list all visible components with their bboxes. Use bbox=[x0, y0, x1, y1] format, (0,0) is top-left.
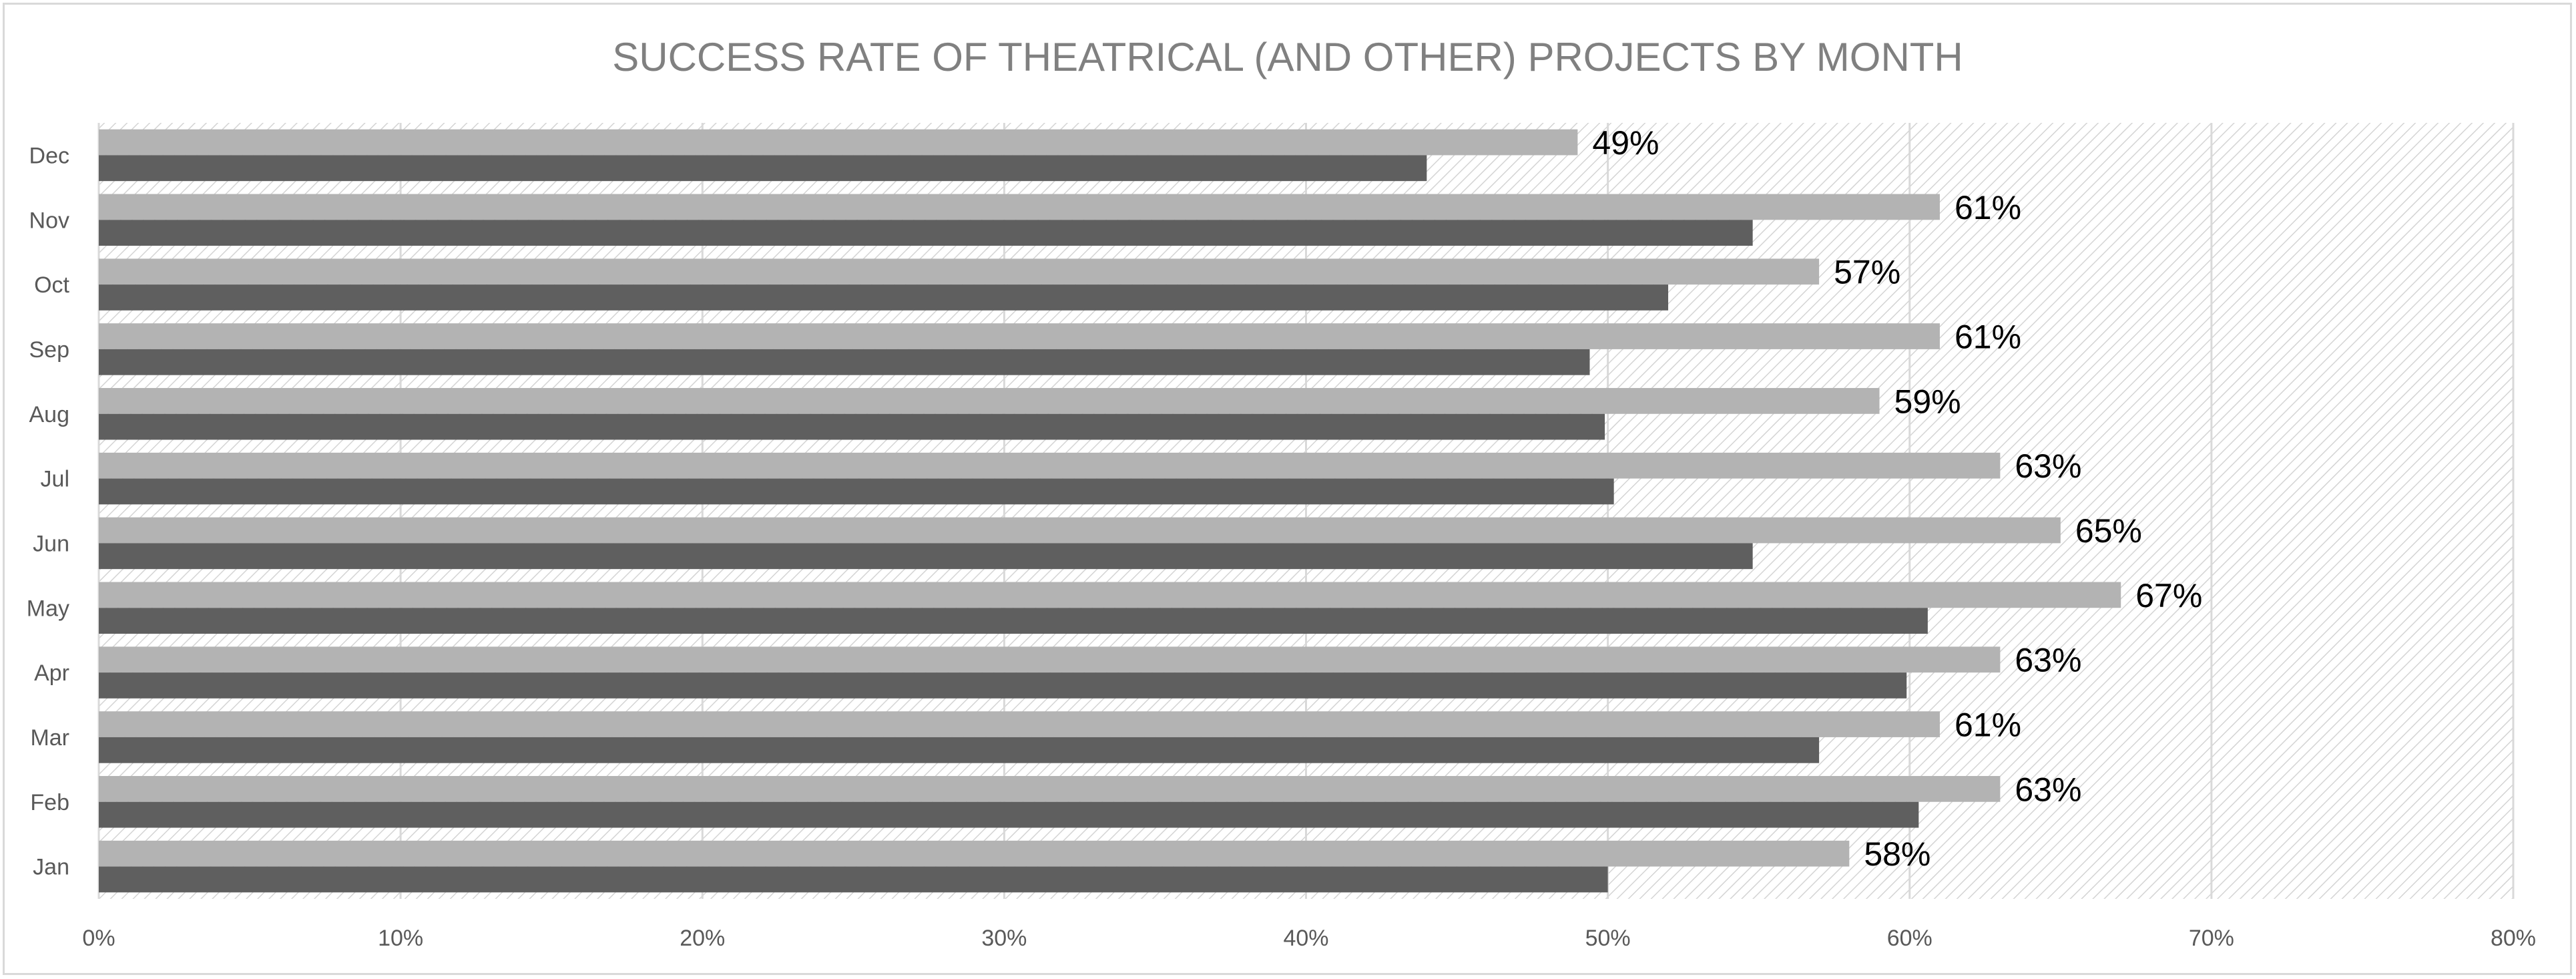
data-label: 63% bbox=[2015, 771, 2081, 808]
x-tick-label: 70% bbox=[2189, 926, 2234, 951]
x-tick-label: 80% bbox=[2491, 926, 2536, 951]
data-label: 63% bbox=[2015, 447, 2081, 485]
chart-title: SUCCESS RATE OF THEATRICAL (AND OTHER) P… bbox=[612, 35, 1963, 79]
y-tick-label: Jun bbox=[33, 531, 69, 556]
x-tick-label: 20% bbox=[680, 926, 725, 951]
data-label: 49% bbox=[1592, 124, 1659, 162]
bar-series-2 bbox=[99, 737, 1820, 763]
bar-series-2 bbox=[99, 284, 1669, 311]
y-tick-label: Sep bbox=[29, 337, 70, 363]
y-tick-label: Jan bbox=[33, 855, 69, 880]
bars-group bbox=[99, 129, 2121, 893]
bar-series-1 bbox=[99, 323, 1940, 349]
x-tick-label: 30% bbox=[981, 926, 1027, 951]
bar-series-1 bbox=[99, 452, 2001, 479]
y-tick-label: Dec bbox=[29, 143, 69, 168]
bar-series-1 bbox=[99, 194, 1940, 220]
x-tick-label: 40% bbox=[1283, 926, 1328, 951]
data-label: 61% bbox=[1955, 707, 2021, 744]
bar-series-2 bbox=[99, 801, 1919, 828]
data-label: 58% bbox=[1864, 835, 1930, 873]
data-label: 65% bbox=[2075, 512, 2142, 550]
x-axis-tick-labels: 0% 10% 20% 30% 40% 50% 60% 70% 80% bbox=[82, 926, 2536, 951]
bar-series-2 bbox=[99, 672, 1907, 699]
data-label: 67% bbox=[2135, 577, 2202, 614]
x-tick-label: 10% bbox=[378, 926, 423, 951]
gridlines bbox=[97, 123, 2515, 899]
bar-series-1 bbox=[99, 711, 1940, 737]
data-label: 61% bbox=[1955, 189, 2021, 226]
bar-series-2 bbox=[99, 220, 1753, 246]
y-tick-label: Oct bbox=[34, 272, 69, 298]
x-tick-label: 0% bbox=[82, 926, 115, 951]
y-tick-label: Nov bbox=[29, 208, 69, 233]
bar-series-2 bbox=[99, 349, 1590, 375]
bar-series-2 bbox=[99, 608, 1928, 634]
bar-series-1 bbox=[99, 388, 1880, 414]
data-label: 57% bbox=[1834, 254, 1900, 291]
bar-series-1 bbox=[99, 776, 2001, 802]
x-tick-label: 50% bbox=[1585, 926, 1631, 951]
y-tick-label: Feb bbox=[30, 790, 69, 815]
bar-series-1 bbox=[99, 258, 1820, 285]
bar-series-1 bbox=[99, 582, 2121, 608]
y-tick-label: Jul bbox=[41, 467, 69, 492]
data-label: 63% bbox=[2015, 642, 2081, 679]
x-tick-label: 60% bbox=[1887, 926, 1933, 951]
data-labels-group: 58% 63% 61% 63% 67% 65% 63% 59% 61% 57% 61% 49% bbox=[1592, 124, 2202, 873]
bar-series-2 bbox=[99, 543, 1753, 570]
y-tick-label: Mar bbox=[30, 725, 69, 751]
bar-series-1 bbox=[99, 646, 2001, 673]
data-label: 59% bbox=[1894, 383, 1961, 420]
y-tick-label: Aug bbox=[29, 402, 70, 427]
y-tick-label: Apr bbox=[34, 660, 69, 686]
y-axis-tick-labels: Jan Feb Mar Apr May Jun Jul Aug Sep Oct Nov Dec bbox=[27, 143, 70, 879]
bar-series-2 bbox=[99, 478, 1614, 505]
bar-series-2 bbox=[99, 866, 1608, 893]
bar-series-1 bbox=[99, 129, 1578, 156]
bar-series-2 bbox=[99, 413, 1605, 440]
y-tick-label: May bbox=[27, 596, 69, 621]
data-label: 61% bbox=[1955, 319, 2021, 356]
bar-series-1 bbox=[99, 840, 1850, 867]
bar-series-2 bbox=[99, 155, 1427, 182]
bar-series-1 bbox=[99, 517, 2061, 544]
